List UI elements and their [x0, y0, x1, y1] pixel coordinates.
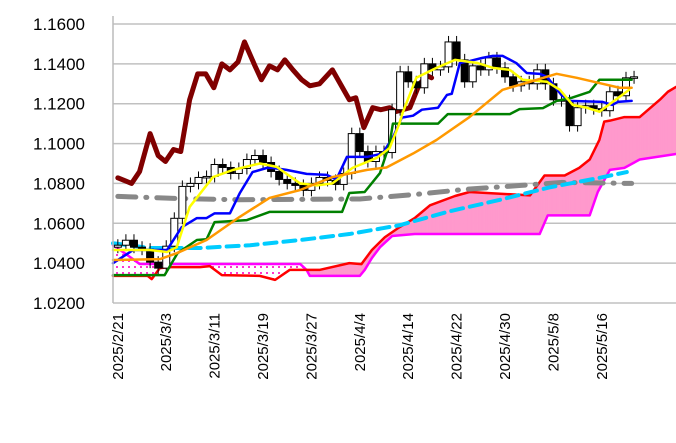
- candle-body: [202, 175, 211, 179]
- x-tick-label: 2025/4/22: [449, 313, 466, 380]
- candle-body: [259, 155, 268, 164]
- candle-body: [283, 178, 292, 184]
- long-ma-cyan-line: [111, 170, 629, 250]
- candle-body: [275, 170, 284, 180]
- candle-body: [355, 133, 364, 153]
- short-ma-line: [111, 58, 631, 254]
- y-tick-label: 1.0800: [33, 174, 85, 193]
- x-tick-label: 2025/3/27: [303, 313, 320, 380]
- candle-body: [121, 239, 130, 246]
- candle-body: [186, 182, 195, 187]
- candle-body: [630, 76, 639, 79]
- candle-body: [154, 261, 163, 269]
- x-tick-label: 2025/3/3: [158, 313, 175, 371]
- candle-body: [178, 185, 187, 219]
- candle-body: [404, 71, 413, 83]
- y-tick-label: 1.1000: [33, 135, 85, 154]
- candle-body: [468, 65, 477, 83]
- candle-body: [218, 163, 227, 168]
- y-tick-label: 1.1600: [33, 15, 85, 34]
- candle-body: [613, 91, 622, 97]
- indicator-lines: [111, 39, 635, 250]
- x-tick-label: 2025/5/16: [594, 313, 611, 380]
- candle-body: [460, 59, 469, 83]
- candle-body: [452, 41, 461, 61]
- y-axis-ticks: 1.1600 1.1400 1.1200 1.1000 1.0800 1.0600 1.04…: [33, 15, 85, 313]
- candle-body: [444, 41, 453, 68]
- x-tick-label: 2025/5/8: [545, 313, 562, 371]
- kijun-sen-line: [111, 78, 633, 277]
- indicator-lines-front: [111, 54, 633, 277]
- chikou-span-line: [115, 39, 435, 186]
- y-tick-label: 1.0600: [33, 214, 85, 233]
- medium-ma-line: [111, 72, 633, 262]
- candle-body: [250, 155, 259, 161]
- x-tick-label: 2025/4/30: [497, 313, 514, 380]
- x-tick-label: 2025/4/4: [352, 313, 369, 371]
- candle-body: [501, 67, 510, 78]
- y-tick-label: 1.1200: [33, 95, 85, 114]
- x-tick-label: 2025/3/19: [255, 313, 272, 380]
- candle-body: [396, 71, 405, 111]
- candle-body: [242, 159, 251, 169]
- candle-body: [291, 182, 300, 186]
- x-tick-label: 2025/3/11: [207, 313, 224, 379]
- candle-body: [476, 65, 485, 71]
- candle-body: [113, 244, 122, 248]
- candle-body: [573, 107, 582, 127]
- candle-body: [492, 57, 501, 69]
- x-tick-label: 2025/4/14: [400, 313, 417, 380]
- x-tick-label: 2025/2/21: [110, 313, 127, 380]
- y-tick-label: 1.0200: [33, 294, 85, 313]
- candle-body: [509, 76, 518, 87]
- y-tick-label: 1.0400: [33, 254, 85, 273]
- candle-body: [129, 239, 138, 248]
- candle-body: [533, 69, 542, 85]
- x-axis-ticks: 2025/2/21 2025/3/3 2025/3/11 2025/3/19 2025/…: [110, 313, 611, 380]
- y-tick-label: 1.1400: [33, 55, 85, 74]
- candle-body: [194, 176, 203, 184]
